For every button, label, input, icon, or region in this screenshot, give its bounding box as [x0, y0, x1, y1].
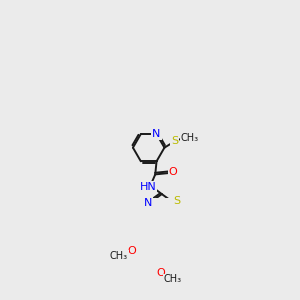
Text: O: O [128, 246, 136, 256]
Text: CH₃: CH₃ [110, 251, 128, 261]
Text: CH₃: CH₃ [180, 133, 198, 143]
Text: N: N [152, 129, 161, 139]
Text: CH₃: CH₃ [164, 274, 181, 284]
Text: HN: HN [140, 182, 156, 192]
Text: O: O [169, 167, 177, 177]
Text: N: N [144, 198, 152, 208]
Text: O: O [156, 268, 165, 278]
Text: S: S [171, 136, 178, 146]
Text: S: S [173, 196, 181, 206]
